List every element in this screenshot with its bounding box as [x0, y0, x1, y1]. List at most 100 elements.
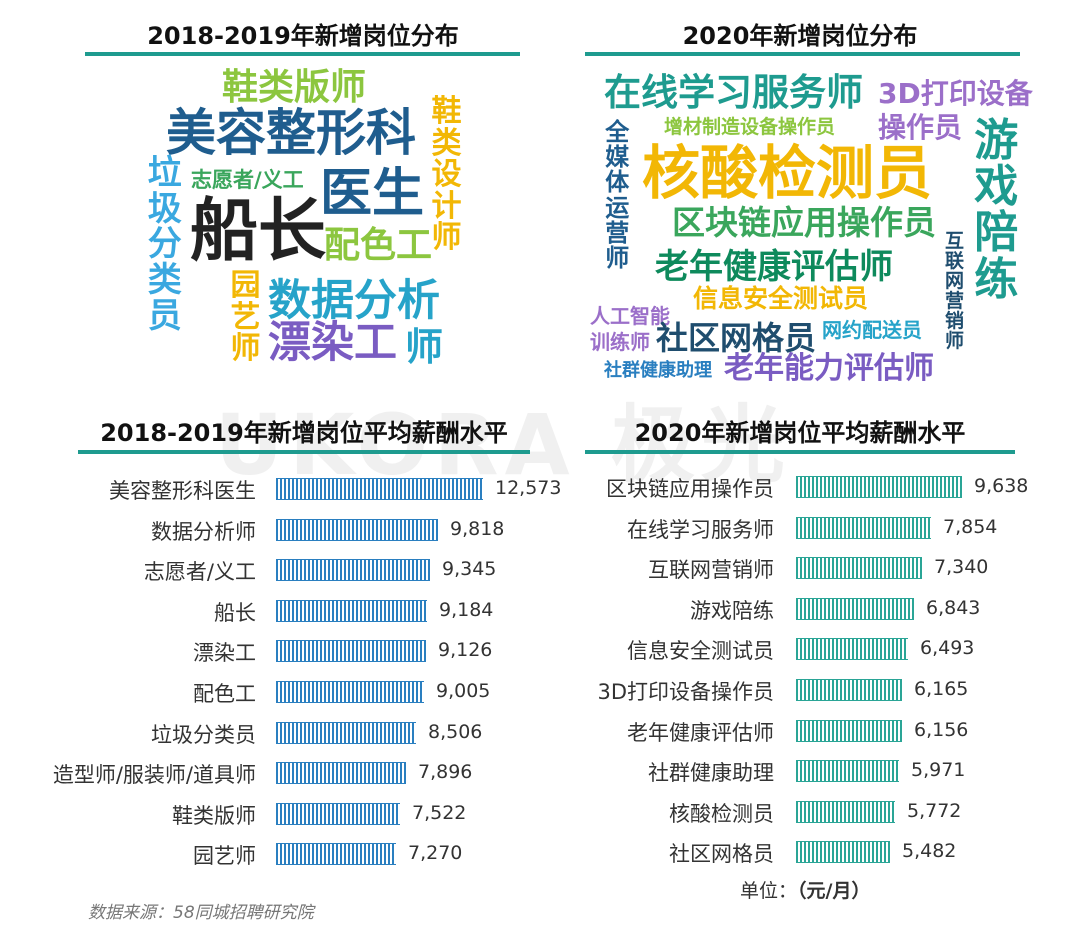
bar-value-label: 9,126: [438, 639, 493, 662]
cloud-word: 鞋类版师: [222, 67, 367, 108]
cloud-left-title: 2018-2019年新增岗位分布: [147, 22, 459, 50]
data-source: 数据来源：58同城招聘研究院: [88, 903, 314, 923]
salary-bar: [276, 518, 438, 541]
bar-value-label: 9,005: [436, 680, 491, 702]
bars-left-rule: [78, 450, 530, 454]
cloud-word: 师: [405, 325, 444, 369]
bar-category-label: 区块链应用操作员: [606, 477, 774, 501]
cloud-word: 鞋类设计师: [431, 94, 462, 255]
salary-bar: [796, 638, 908, 661]
bar-category-label: 船长: [214, 600, 256, 625]
cloud-word: 互联网营销师: [944, 230, 964, 352]
bar-category-label: 核酸检测员: [669, 801, 774, 826]
bar-value-label: 5,971: [911, 759, 966, 782]
salary-bar: [796, 800, 895, 823]
bar-category-label: 志愿者/义工: [143, 560, 256, 585]
cloud-word: 美容整形科: [166, 104, 416, 162]
bar-value-label: 12,573: [495, 477, 562, 499]
salary-bar: [796, 719, 902, 742]
cloud-left-rule: [85, 52, 520, 56]
bars-right-rule: [585, 450, 1015, 454]
bar-value-label: 8,506: [428, 720, 483, 743]
bar-value-label: 6,165: [914, 678, 969, 700]
bar-category-label: 鞋类版师: [172, 803, 256, 828]
bar-category-label: 老年健康评估师: [627, 720, 774, 745]
salary-bar: [276, 843, 396, 866]
bar-value-label: 7,340: [934, 556, 989, 579]
cloud-word: 核酸检测员: [642, 139, 933, 207]
bar-category-label: 信息安全测试员: [627, 639, 774, 664]
bar-value-label: 6,156: [914, 718, 969, 741]
cloud-word: 社区网格员: [656, 319, 817, 357]
bar-category-label: 造型师/服装师/道具师: [52, 763, 256, 788]
bar-value-label: 7,854: [943, 515, 998, 538]
cloud-word: 老年健康评估师: [655, 247, 893, 287]
bar-value-label: 7,522: [412, 801, 467, 824]
cloud-word: 操作员: [878, 111, 963, 144]
bar-category-label: 游戏陪练: [690, 598, 774, 623]
cloud-word: 志愿者/义工: [191, 168, 304, 192]
bar-category-label: 社区网格员: [669, 842, 774, 867]
bar-category-label: 在线学习服务师: [627, 517, 774, 542]
bars-right-title: 2020年新增岗位平均薪酬水平: [634, 419, 966, 447]
bar-category-label: 社群健康助理: [648, 761, 774, 786]
watermark: UKORA 极光: [215, 396, 791, 494]
bar-category-label: 3D打印设备操作员: [597, 680, 774, 704]
salary-bar: [796, 679, 902, 701]
cloud-word: 网约配送员: [822, 318, 922, 342]
salary-bar: [796, 516, 931, 539]
cloud-word: 在线学习服务师: [604, 71, 863, 114]
cloud-word: 人工智能: [590, 304, 670, 328]
bar-category-label: 配色工: [193, 682, 256, 706]
cloud-word: 配色工: [324, 225, 433, 266]
cloud-word: 增材制造设备操作员: [664, 116, 836, 138]
unit-value: （元/月）: [797, 880, 871, 902]
unit-label: 单位：（元/月）: [740, 876, 870, 903]
cloud-word: 3D打印设备: [878, 77, 1033, 110]
cloud-word: 船长: [190, 192, 327, 271]
cloud-word: 医生: [320, 164, 425, 224]
cloud-word: 游戏陪练: [974, 115, 1019, 305]
bar-value-label: 9,818: [450, 517, 505, 540]
bar-category-label: 美容整形科医生: [109, 479, 256, 503]
cloud-right-rule: [585, 52, 1020, 56]
salary-bar: [276, 640, 426, 663]
cloud-word: 区块链应用操作员: [672, 203, 936, 242]
bar-value-label: 7,270: [408, 842, 463, 865]
bar-value-label: 6,843: [926, 596, 981, 619]
cloud-word: 漂染工: [268, 318, 397, 368]
cloud-word: 训练师: [590, 330, 650, 354]
salary-bar: [276, 762, 406, 785]
salary-bar: [796, 476, 962, 498]
bars-left-title: 2018-2019年新增岗位平均薪酬水平: [100, 419, 508, 447]
salary-bar: [796, 760, 899, 783]
bar-category-label: 漂染工: [193, 641, 256, 666]
bar-value-label: 6,493: [920, 637, 975, 660]
bar-value-label: 5,772: [907, 799, 962, 822]
salary-bar: [796, 597, 914, 620]
bar-value-label: 7,896: [418, 761, 473, 784]
bar-category-label: 垃圾分类员: [151, 722, 256, 747]
cloud-word: 老年能力评估师: [724, 351, 934, 386]
salary-bar: [276, 681, 424, 703]
cloud-word: 全媒体运营师: [605, 118, 630, 272]
bar-value-label: 9,184: [439, 598, 494, 621]
bar-value-label: 9,638: [974, 475, 1029, 497]
bar-value-label: 5,482: [902, 840, 957, 863]
cloud-word: 社群健康助理: [604, 360, 712, 381]
bar-category-label: 园艺师: [193, 844, 256, 869]
salary-bar: [276, 802, 400, 825]
cloud-word: 垃圾分类员: [147, 153, 182, 336]
cloud-word: 信息安全测试员: [693, 284, 869, 313]
bar-category-label: 互联网营销师: [648, 558, 774, 583]
salary-bar: [276, 478, 483, 500]
cloud-right-title: 2020年新增岗位分布: [682, 22, 918, 50]
salary-bar: [276, 599, 427, 622]
salary-bar: [796, 557, 922, 580]
salary-bar: [796, 841, 890, 864]
bar-value-label: 9,345: [442, 558, 497, 581]
salary-bar: [276, 721, 416, 744]
salary-bar: [276, 559, 430, 582]
cloud-word: 园艺师: [230, 268, 261, 366]
cloud-word: 数据分析: [268, 276, 440, 326]
